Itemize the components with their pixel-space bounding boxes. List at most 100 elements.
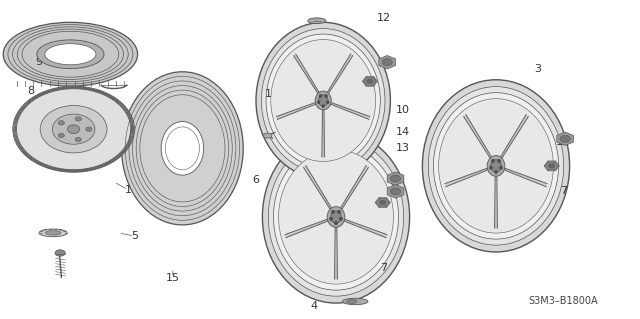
Polygon shape — [277, 103, 316, 119]
Polygon shape — [322, 110, 324, 157]
Polygon shape — [335, 227, 337, 279]
Ellipse shape — [330, 217, 332, 220]
Polygon shape — [304, 166, 332, 209]
Ellipse shape — [45, 44, 96, 65]
Ellipse shape — [315, 91, 332, 110]
Ellipse shape — [490, 166, 492, 169]
Ellipse shape — [52, 114, 95, 144]
Ellipse shape — [347, 300, 357, 303]
Polygon shape — [375, 203, 383, 208]
Ellipse shape — [76, 137, 81, 142]
Polygon shape — [370, 76, 378, 81]
Ellipse shape — [3, 22, 138, 86]
Ellipse shape — [278, 150, 394, 284]
Text: 5: 5 — [131, 231, 138, 241]
Text: 10: 10 — [380, 221, 394, 232]
Polygon shape — [375, 197, 383, 203]
Ellipse shape — [325, 94, 327, 97]
Polygon shape — [362, 76, 370, 81]
Polygon shape — [504, 168, 547, 186]
Ellipse shape — [548, 164, 555, 168]
Polygon shape — [387, 172, 404, 185]
Ellipse shape — [68, 125, 80, 134]
Polygon shape — [495, 176, 497, 228]
Polygon shape — [379, 197, 387, 203]
Polygon shape — [328, 54, 353, 93]
Ellipse shape — [122, 72, 243, 225]
Text: 2: 2 — [300, 194, 308, 204]
Polygon shape — [552, 166, 559, 171]
Ellipse shape — [422, 80, 570, 252]
Ellipse shape — [322, 105, 324, 108]
Ellipse shape — [261, 29, 385, 172]
Ellipse shape — [428, 87, 564, 245]
Polygon shape — [387, 185, 404, 198]
Ellipse shape — [45, 231, 61, 235]
Ellipse shape — [382, 59, 392, 66]
Polygon shape — [366, 76, 374, 81]
Ellipse shape — [58, 121, 65, 125]
Ellipse shape — [546, 162, 557, 170]
Polygon shape — [548, 166, 556, 171]
Ellipse shape — [318, 95, 328, 106]
Text: 13: 13 — [396, 143, 410, 153]
Polygon shape — [344, 219, 387, 237]
Ellipse shape — [332, 210, 334, 213]
Ellipse shape — [492, 159, 494, 162]
Ellipse shape — [308, 18, 326, 24]
Polygon shape — [548, 161, 556, 166]
Ellipse shape — [331, 211, 341, 223]
Text: 14: 14 — [396, 127, 410, 137]
Polygon shape — [366, 81, 374, 86]
Polygon shape — [294, 54, 319, 93]
Ellipse shape — [438, 99, 554, 233]
Ellipse shape — [491, 160, 501, 172]
Ellipse shape — [390, 175, 401, 182]
Text: 10: 10 — [556, 137, 570, 147]
Ellipse shape — [39, 229, 67, 237]
Text: 8: 8 — [27, 86, 35, 96]
Ellipse shape — [263, 133, 272, 138]
Text: 12: 12 — [377, 12, 391, 23]
Ellipse shape — [40, 106, 107, 153]
Text: 10: 10 — [396, 105, 410, 115]
Text: 1: 1 — [125, 185, 131, 195]
Polygon shape — [362, 81, 370, 86]
Polygon shape — [383, 197, 390, 203]
Ellipse shape — [390, 188, 401, 195]
Polygon shape — [552, 161, 559, 166]
Ellipse shape — [256, 22, 390, 179]
Ellipse shape — [165, 127, 200, 170]
Text: 11: 11 — [265, 89, 279, 99]
Polygon shape — [464, 115, 492, 158]
Ellipse shape — [335, 222, 337, 225]
Ellipse shape — [326, 101, 329, 104]
Ellipse shape — [380, 200, 386, 205]
Ellipse shape — [495, 171, 497, 174]
Ellipse shape — [37, 40, 104, 69]
Text: 15: 15 — [166, 272, 180, 283]
Ellipse shape — [487, 156, 505, 176]
Ellipse shape — [327, 207, 345, 227]
Ellipse shape — [317, 101, 320, 104]
Ellipse shape — [86, 127, 92, 131]
Ellipse shape — [367, 79, 373, 84]
Polygon shape — [445, 168, 488, 186]
Ellipse shape — [268, 138, 404, 296]
Polygon shape — [331, 103, 369, 119]
Ellipse shape — [433, 93, 559, 239]
Ellipse shape — [560, 135, 570, 142]
Ellipse shape — [76, 117, 81, 121]
Polygon shape — [379, 203, 387, 208]
Polygon shape — [500, 115, 528, 158]
Polygon shape — [544, 161, 552, 166]
Ellipse shape — [342, 298, 368, 305]
Polygon shape — [379, 56, 396, 69]
Text: 3: 3 — [534, 63, 541, 74]
Ellipse shape — [338, 210, 340, 213]
Ellipse shape — [262, 131, 410, 303]
Ellipse shape — [273, 144, 399, 290]
Polygon shape — [383, 203, 390, 208]
Ellipse shape — [271, 40, 376, 161]
Text: 6: 6 — [253, 175, 259, 185]
